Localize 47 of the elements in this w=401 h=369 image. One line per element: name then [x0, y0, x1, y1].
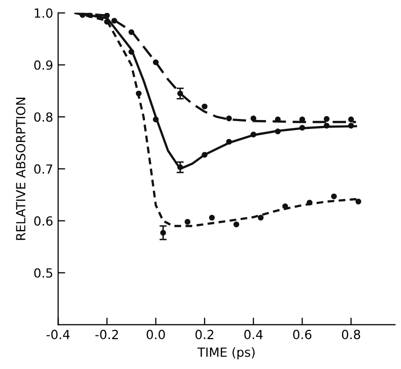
y-axis-title: RELATIVE ABSORPTION — [16, 98, 26, 240]
y-tick-label: 0.8 — [34, 112, 52, 122]
point — [355, 198, 362, 204]
point — [250, 132, 256, 138]
point — [282, 203, 288, 210]
point — [184, 218, 190, 225]
y-tick-label: 0.5 — [34, 268, 52, 278]
point — [250, 116, 256, 122]
point — [258, 214, 264, 221]
point — [128, 29, 134, 36]
y-tick-label: 0.9 — [34, 60, 52, 70]
x-tick-label: 0.8 — [342, 330, 360, 340]
x-axis-title: TIME (ps) — [197, 347, 255, 360]
point — [348, 116, 354, 122]
y-tick-label: 0.6 — [34, 216, 52, 226]
point — [209, 214, 215, 221]
x-tick-label: 0.4 — [244, 330, 263, 340]
point — [226, 116, 232, 122]
point — [111, 18, 118, 24]
point — [348, 122, 354, 129]
point — [152, 59, 159, 66]
point — [331, 193, 337, 200]
x-tick-label: 0.0 — [146, 330, 165, 340]
point — [136, 90, 142, 96]
point — [306, 200, 312, 206]
point — [160, 230, 166, 236]
point — [152, 116, 159, 122]
point — [226, 138, 232, 145]
point — [202, 104, 208, 110]
point — [202, 152, 208, 158]
point — [324, 122, 330, 129]
y-tick-label: 1.0 — [34, 8, 52, 18]
point — [80, 12, 86, 18]
point — [177, 164, 184, 170]
x-tick-label: 0.2 — [195, 330, 214, 340]
point — [104, 12, 110, 18]
point — [324, 116, 330, 122]
x-tick-label: -0.4 — [46, 330, 70, 340]
point — [177, 90, 184, 96]
point — [299, 124, 306, 131]
point — [104, 18, 110, 25]
point — [233, 222, 240, 228]
x-tick-label: 0.6 — [293, 330, 312, 340]
y-tick-label: 0.7 — [34, 164, 52, 174]
point — [128, 49, 134, 55]
x-tick-label: -0.2 — [95, 330, 118, 340]
point — [274, 128, 281, 134]
